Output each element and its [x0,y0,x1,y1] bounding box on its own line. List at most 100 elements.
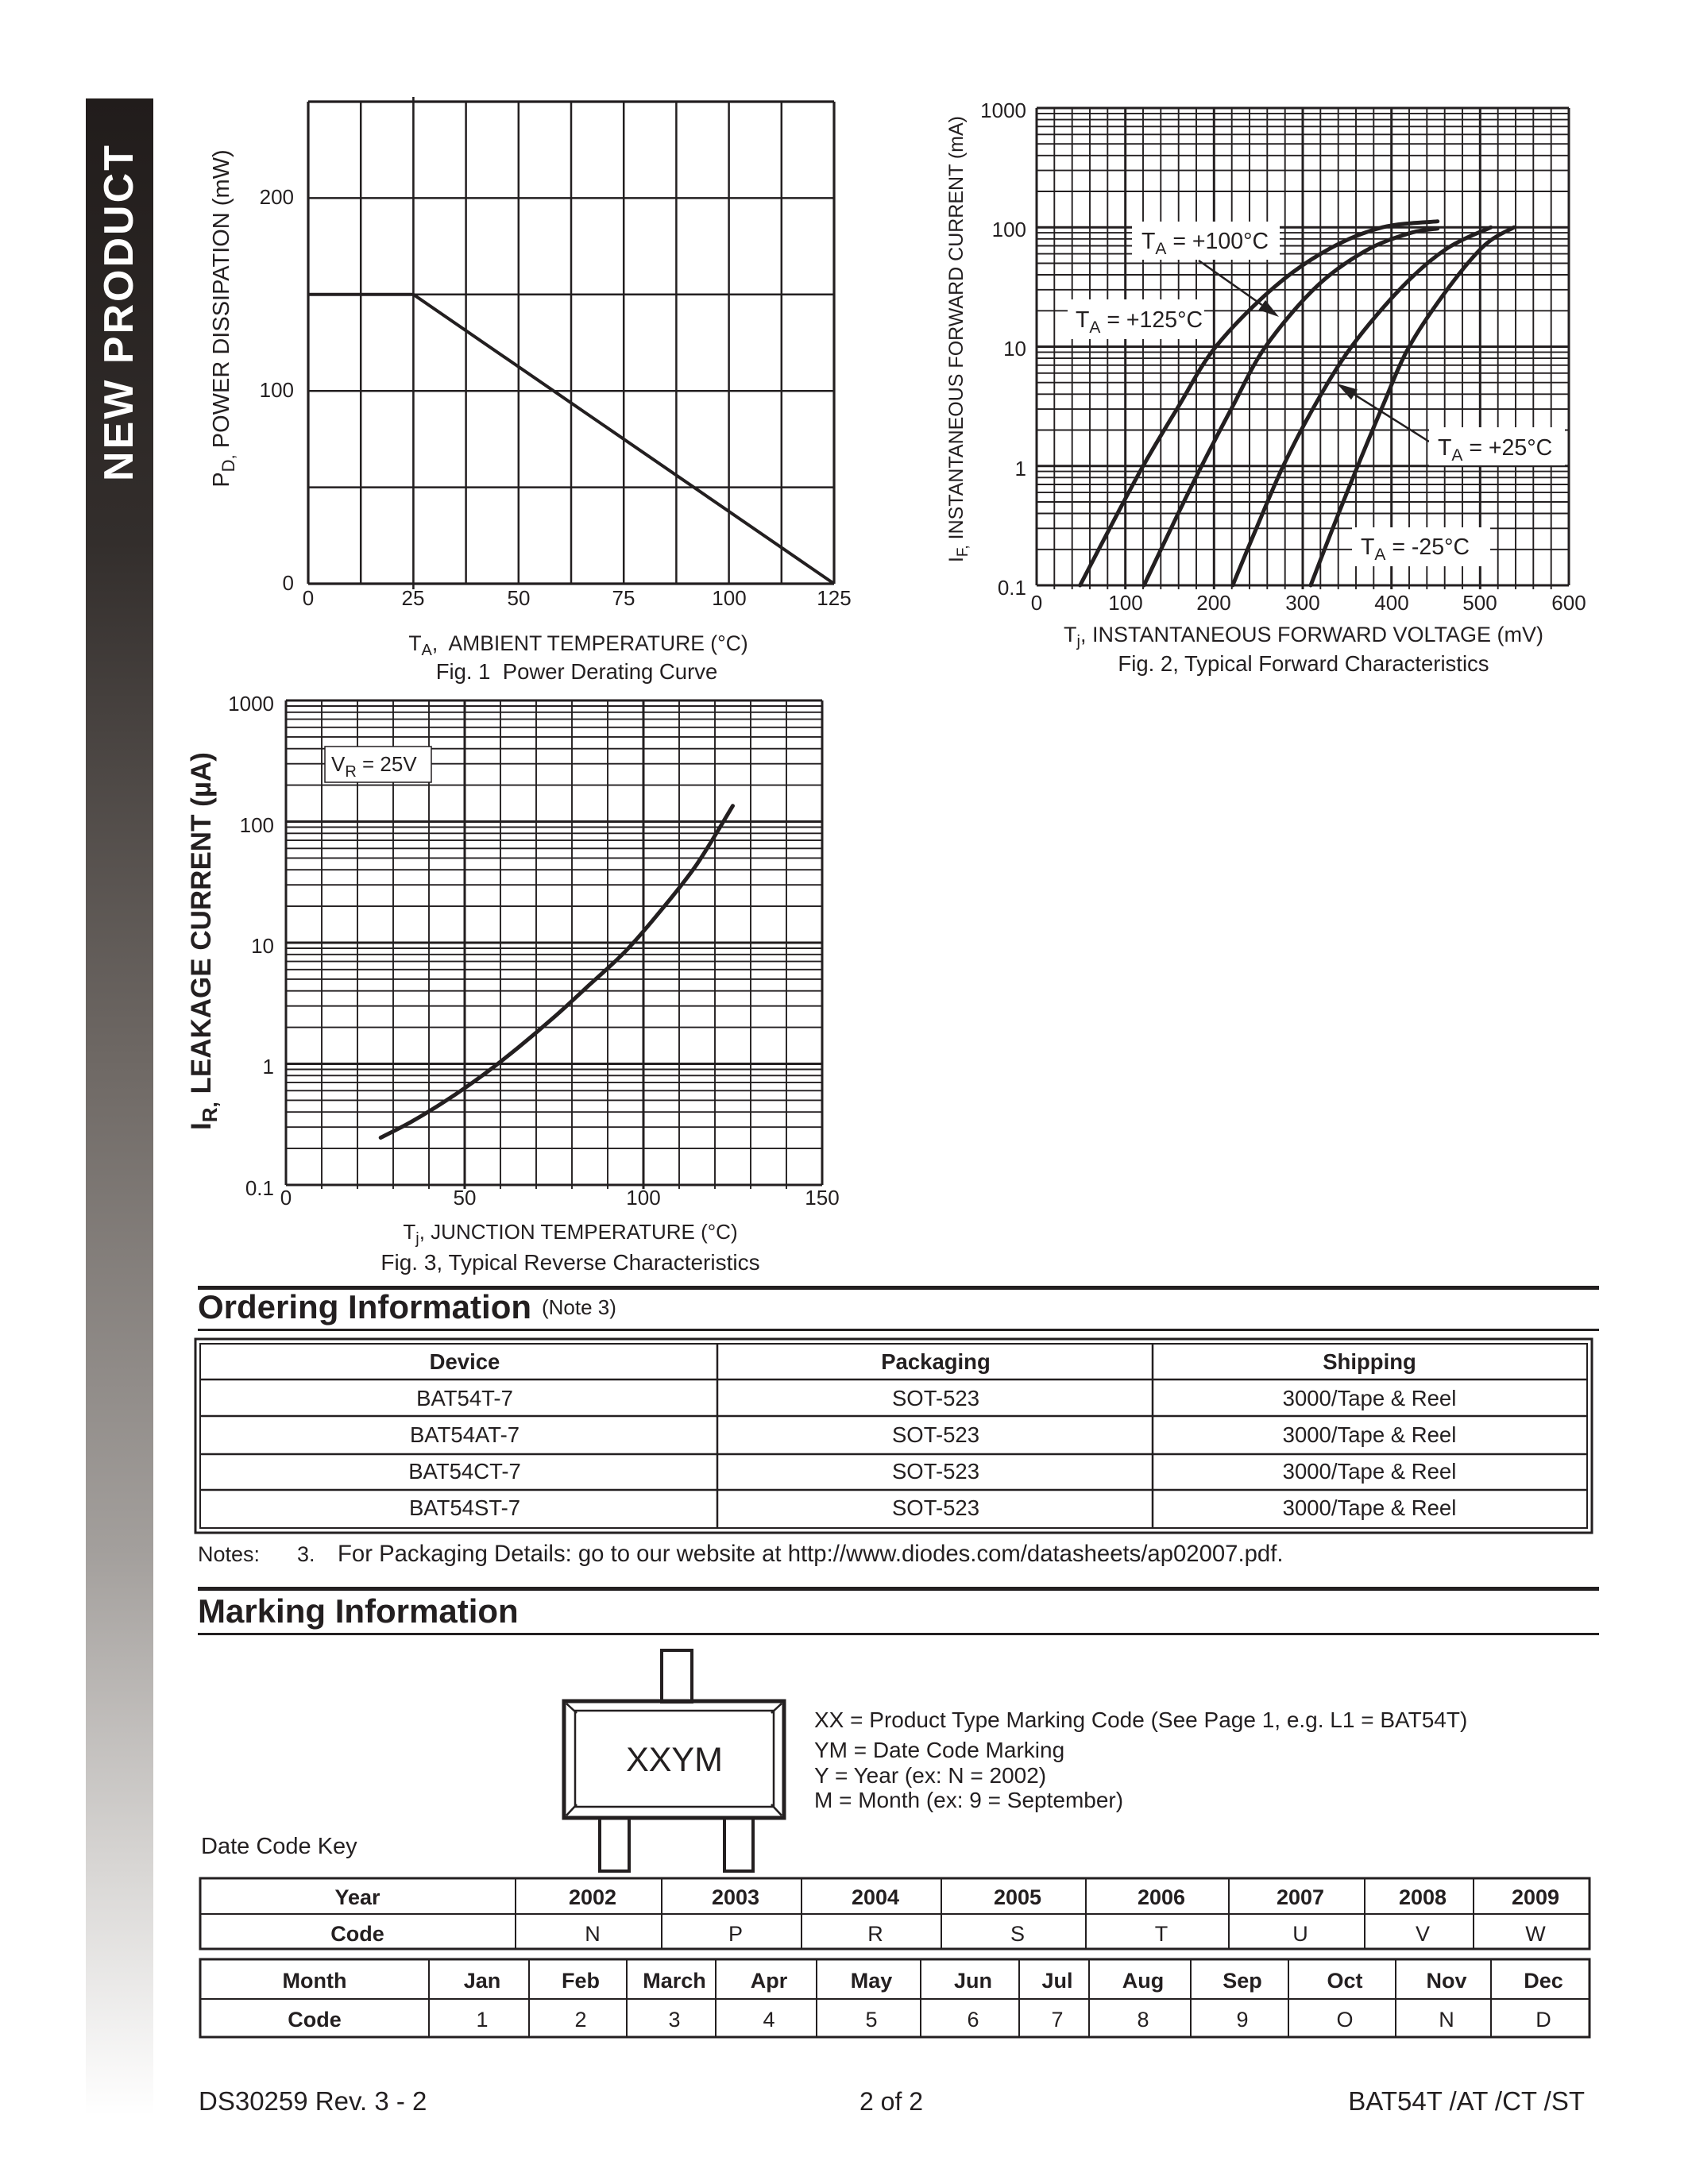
svg-text:0: 0 [303,586,314,610]
svg-text:Jun: Jun [954,1969,992,1993]
svg-text:200: 200 [1196,591,1230,615]
svg-text:3000/Tape & Reel: 3000/Tape & Reel [1283,1495,1457,1520]
svg-text:4: 4 [763,2008,774,2032]
svg-text:N: N [585,1922,601,1946]
svg-text:Device: Device [430,1349,500,1374]
svg-text:BAT54CT-7: BAT54CT-7 [408,1459,521,1484]
svg-text:TA, AMBIENT TEMPERATURE (°C): TA, AMBIENT TEMPERATURE (°C) [408,631,747,659]
svg-text:2005: 2005 [994,1885,1041,1909]
svg-text:2003: 2003 [712,1885,759,1909]
svg-text:Dec: Dec [1524,1969,1563,1993]
svg-text:M = Month (ex: 9 = September): M = Month (ex: 9 = September) [814,1788,1123,1812]
svg-text:Jan: Jan [464,1969,501,1993]
svg-text:0.1: 0.1 [998,576,1026,600]
svg-text:O: O [1336,2008,1353,2032]
svg-text:50: 50 [454,1186,477,1210]
svg-text:3000/Tape & Reel: 3000/Tape & Reel [1283,1459,1457,1484]
svg-text:Jul: Jul [1041,1969,1072,1993]
svg-text:DS30259 Rev. 3 - 2: DS30259 Rev. 3 - 2 [199,2086,427,2116]
svg-text:Packaging: Packaging [881,1349,991,1374]
svg-text:BAT54T-7: BAT54T-7 [416,1386,513,1410]
svg-text:Fig. 3, Typical Reverse Charac: Fig. 3, Typical Reverse Characteristics [380,1250,759,1275]
svg-text:Fig. 2, Typical Forward Charac: Fig. 2, Typical Forward Characteristics [1118,651,1489,676]
svg-text:5: 5 [865,2008,877,2032]
svg-text:Ordering Information: Ordering Information [198,1288,531,1325]
svg-text:SOT-523: SOT-523 [892,1495,979,1520]
svg-text:1000: 1000 [980,98,1026,122]
svg-text:Code: Code [330,1922,384,1946]
svg-text:T: T [1155,1922,1168,1946]
svg-text:For Packaging Details: go to o: For Packaging Details: go to our website… [338,1541,1283,1567]
svg-text:1: 1 [476,2008,488,2032]
svg-text:Month: Month [283,1969,347,1993]
svg-text:S: S [1010,1922,1025,1946]
svg-text:BAT54T /AT /CT /ST: BAT54T /AT /CT /ST [1348,2086,1585,2116]
svg-text:10: 10 [1003,337,1026,361]
svg-text:XX = Product Type Marking Code: XX = Product Type Marking Code (See Page… [814,1707,1467,1732]
svg-text:10: 10 [251,934,274,958]
svg-text:8: 8 [1137,2008,1149,2032]
svg-text:50: 50 [508,586,531,610]
svg-text:100: 100 [240,813,274,837]
svg-text:2002: 2002 [569,1885,616,1909]
svg-text:6: 6 [967,2008,979,2032]
svg-text:2006: 2006 [1138,1885,1185,1909]
svg-text:3000/Tape & Reel: 3000/Tape & Reel [1283,1422,1457,1447]
svg-text:TA = +25°C: TA = +25°C [1438,435,1552,465]
svg-text:125: 125 [817,586,851,610]
svg-text:R: R [867,1922,883,1946]
svg-text:3000/Tape & Reel: 3000/Tape & Reel [1283,1386,1457,1410]
svg-text:IR, LEAKAGE CURRENT (µA): IR, LEAKAGE CURRENT (µA) [186,752,222,1130]
svg-text:600: 600 [1551,591,1586,615]
svg-text:7: 7 [1051,2008,1063,2032]
svg-text:V: V [1416,1922,1430,1946]
svg-text:SOT-523: SOT-523 [892,1459,979,1484]
svg-text:BAT54ST-7: BAT54ST-7 [409,1495,520,1520]
svg-text:Sep: Sep [1223,1969,1262,1993]
svg-text:2008: 2008 [1399,1885,1447,1909]
svg-text:1: 1 [1015,457,1026,480]
svg-text:200: 200 [260,185,294,209]
svg-text:(Note 3): (Note 3) [542,1295,616,1319]
svg-text:300: 300 [1285,591,1319,615]
svg-text:3: 3 [668,2008,680,2032]
svg-text:Tj, INSTANTANEOUS FORWARD VOLT: Tj, INSTANTANEOUS FORWARD VOLTAGE (mV) [1064,623,1543,650]
svg-text:75: 75 [612,586,635,610]
svg-text:YM = Date Code Marking: YM = Date Code Marking [814,1738,1064,1762]
svg-text:SOT-523: SOT-523 [892,1386,979,1410]
svg-text:Nov: Nov [1426,1969,1466,1993]
svg-text:1: 1 [263,1055,274,1078]
svg-text:100: 100 [712,586,746,610]
svg-text:2007: 2007 [1277,1885,1324,1909]
svg-text:150: 150 [805,1186,839,1210]
svg-text:25: 25 [402,586,425,610]
svg-text:D: D [1535,2008,1551,2032]
svg-text:TA = +125°C: TA = +125°C [1076,307,1203,337]
svg-text:100: 100 [992,218,1026,241]
svg-text:Tj, JUNCTION TEMPERATURE (°C): Tj, JUNCTION TEMPERATURE (°C) [403,1220,737,1248]
svg-text:2 of 2: 2 of 2 [859,2087,923,2116]
svg-text:Year: Year [334,1885,380,1909]
svg-text:2: 2 [574,2008,586,2032]
svg-text:0: 0 [280,1186,292,1210]
svg-text:100: 100 [1108,591,1142,615]
svg-text:IF, INSTANTANEOUS FORWARD CURR: IF, INSTANTANEOUS FORWARD CURRENT (mA) [945,116,971,562]
svg-text:PD, POWER DISSIPATION (mW): PD, POWER DISSIPATION (mW) [209,149,238,487]
svg-text:W: W [1525,1922,1546,1946]
svg-text:U: U [1292,1922,1308,1946]
svg-text:2004: 2004 [852,1885,899,1909]
svg-text:0: 0 [283,571,294,595]
svg-text:2009: 2009 [1512,1885,1559,1909]
svg-text:March: March [643,1969,706,1993]
svg-text:0: 0 [1031,591,1042,615]
svg-text:May: May [851,1969,893,1993]
svg-text:100: 100 [626,1186,660,1210]
svg-text:Apr: Apr [751,1969,788,1993]
svg-text:Shipping: Shipping [1323,1349,1416,1374]
svg-text:Date Code Key: Date Code Key [201,1834,357,1859]
svg-text:TA = +100°C: TA = +100°C [1141,229,1269,258]
svg-text:P: P [728,1922,743,1946]
svg-text:Y = Year (ex: N = 2002): Y = Year (ex: N = 2002) [814,1763,1046,1788]
svg-text:1000: 1000 [228,692,274,716]
svg-text:Code: Code [288,2008,342,2032]
